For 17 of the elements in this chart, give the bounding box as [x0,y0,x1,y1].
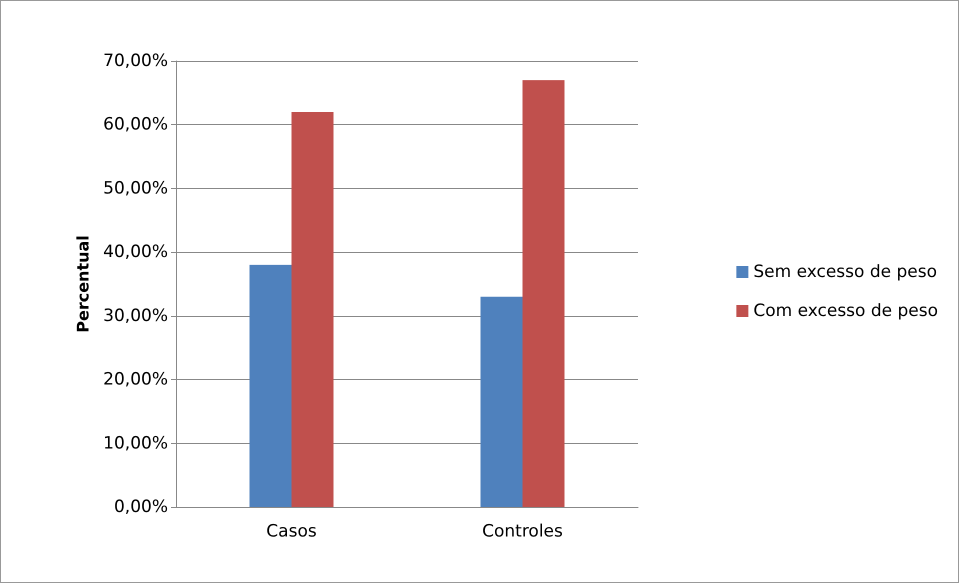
y-tick-label: 40,00% [103,242,168,262]
x-tick-label: Casos [266,522,317,542]
y-axis-title: Percentual [74,235,92,333]
y-tick-label: 50,00% [103,178,168,198]
y-tick-label: 0,00% [114,497,168,517]
x-tick-label: Controles [482,522,564,542]
y-tick-label: 30,00% [103,306,168,326]
y-tick-label: 10,00% [103,433,168,454]
bar [292,112,334,507]
bar [250,264,292,507]
legend-label: Sem excesso de peso [753,262,937,282]
y-tick-label: 20,00% [103,370,168,390]
legend-label: Com excesso de peso [753,301,938,321]
bar [522,80,564,507]
y-tick-label: 60,00% [103,114,168,135]
bar [480,296,522,507]
y-tick-label: 70,00% [103,51,168,71]
